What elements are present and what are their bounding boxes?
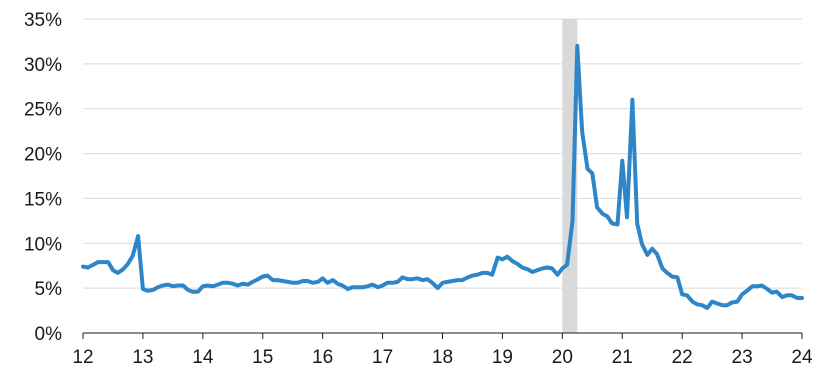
- x-tick-label-17: 17: [372, 347, 393, 368]
- y-tick-label-20: 20%: [24, 145, 62, 166]
- gridlines: [83, 18, 802, 289]
- y-tick-label-25: 25%: [24, 100, 62, 121]
- y-tick-label-30: 30%: [24, 55, 62, 76]
- y-tick-label-10: 10%: [24, 234, 62, 255]
- x-tick-label-21: 21: [612, 347, 633, 368]
- x-tick-label-24: 24: [791, 347, 813, 368]
- x-tick-label-12: 12: [72, 347, 93, 368]
- shaded-band: [562, 19, 578, 333]
- series-group: [81, 43, 804, 310]
- y-tick-label-35: 35%: [24, 10, 62, 31]
- x-tick-label-22: 22: [672, 347, 693, 368]
- x-tick-label-14: 14: [192, 347, 214, 368]
- x-tick-label-23: 23: [732, 347, 753, 368]
- x-tick-label-15: 15: [252, 347, 273, 368]
- x-tick-label-18: 18: [432, 347, 453, 368]
- x-tick-label-13: 13: [132, 347, 153, 368]
- y-axis-tick-labels: 0% 5% 10% 15% 20% 25% 30% 35%: [24, 10, 62, 345]
- x-tick-label-19: 19: [492, 347, 513, 368]
- x-axis-tick-labels: 12 13 14 15 16 17 18 19 20 21 22 23 24: [72, 347, 813, 368]
- y-tick-label-5: 5%: [35, 279, 63, 300]
- x-tick-label-16: 16: [312, 347, 333, 368]
- x-tick-label-20: 20: [552, 347, 573, 368]
- shaded-region: [562, 19, 578, 333]
- y-tick-label-0: 0%: [35, 324, 63, 345]
- x-axis: [82, 332, 803, 339]
- y-tick-label-15: 15%: [24, 189, 62, 210]
- series-line-0: [81, 43, 804, 310]
